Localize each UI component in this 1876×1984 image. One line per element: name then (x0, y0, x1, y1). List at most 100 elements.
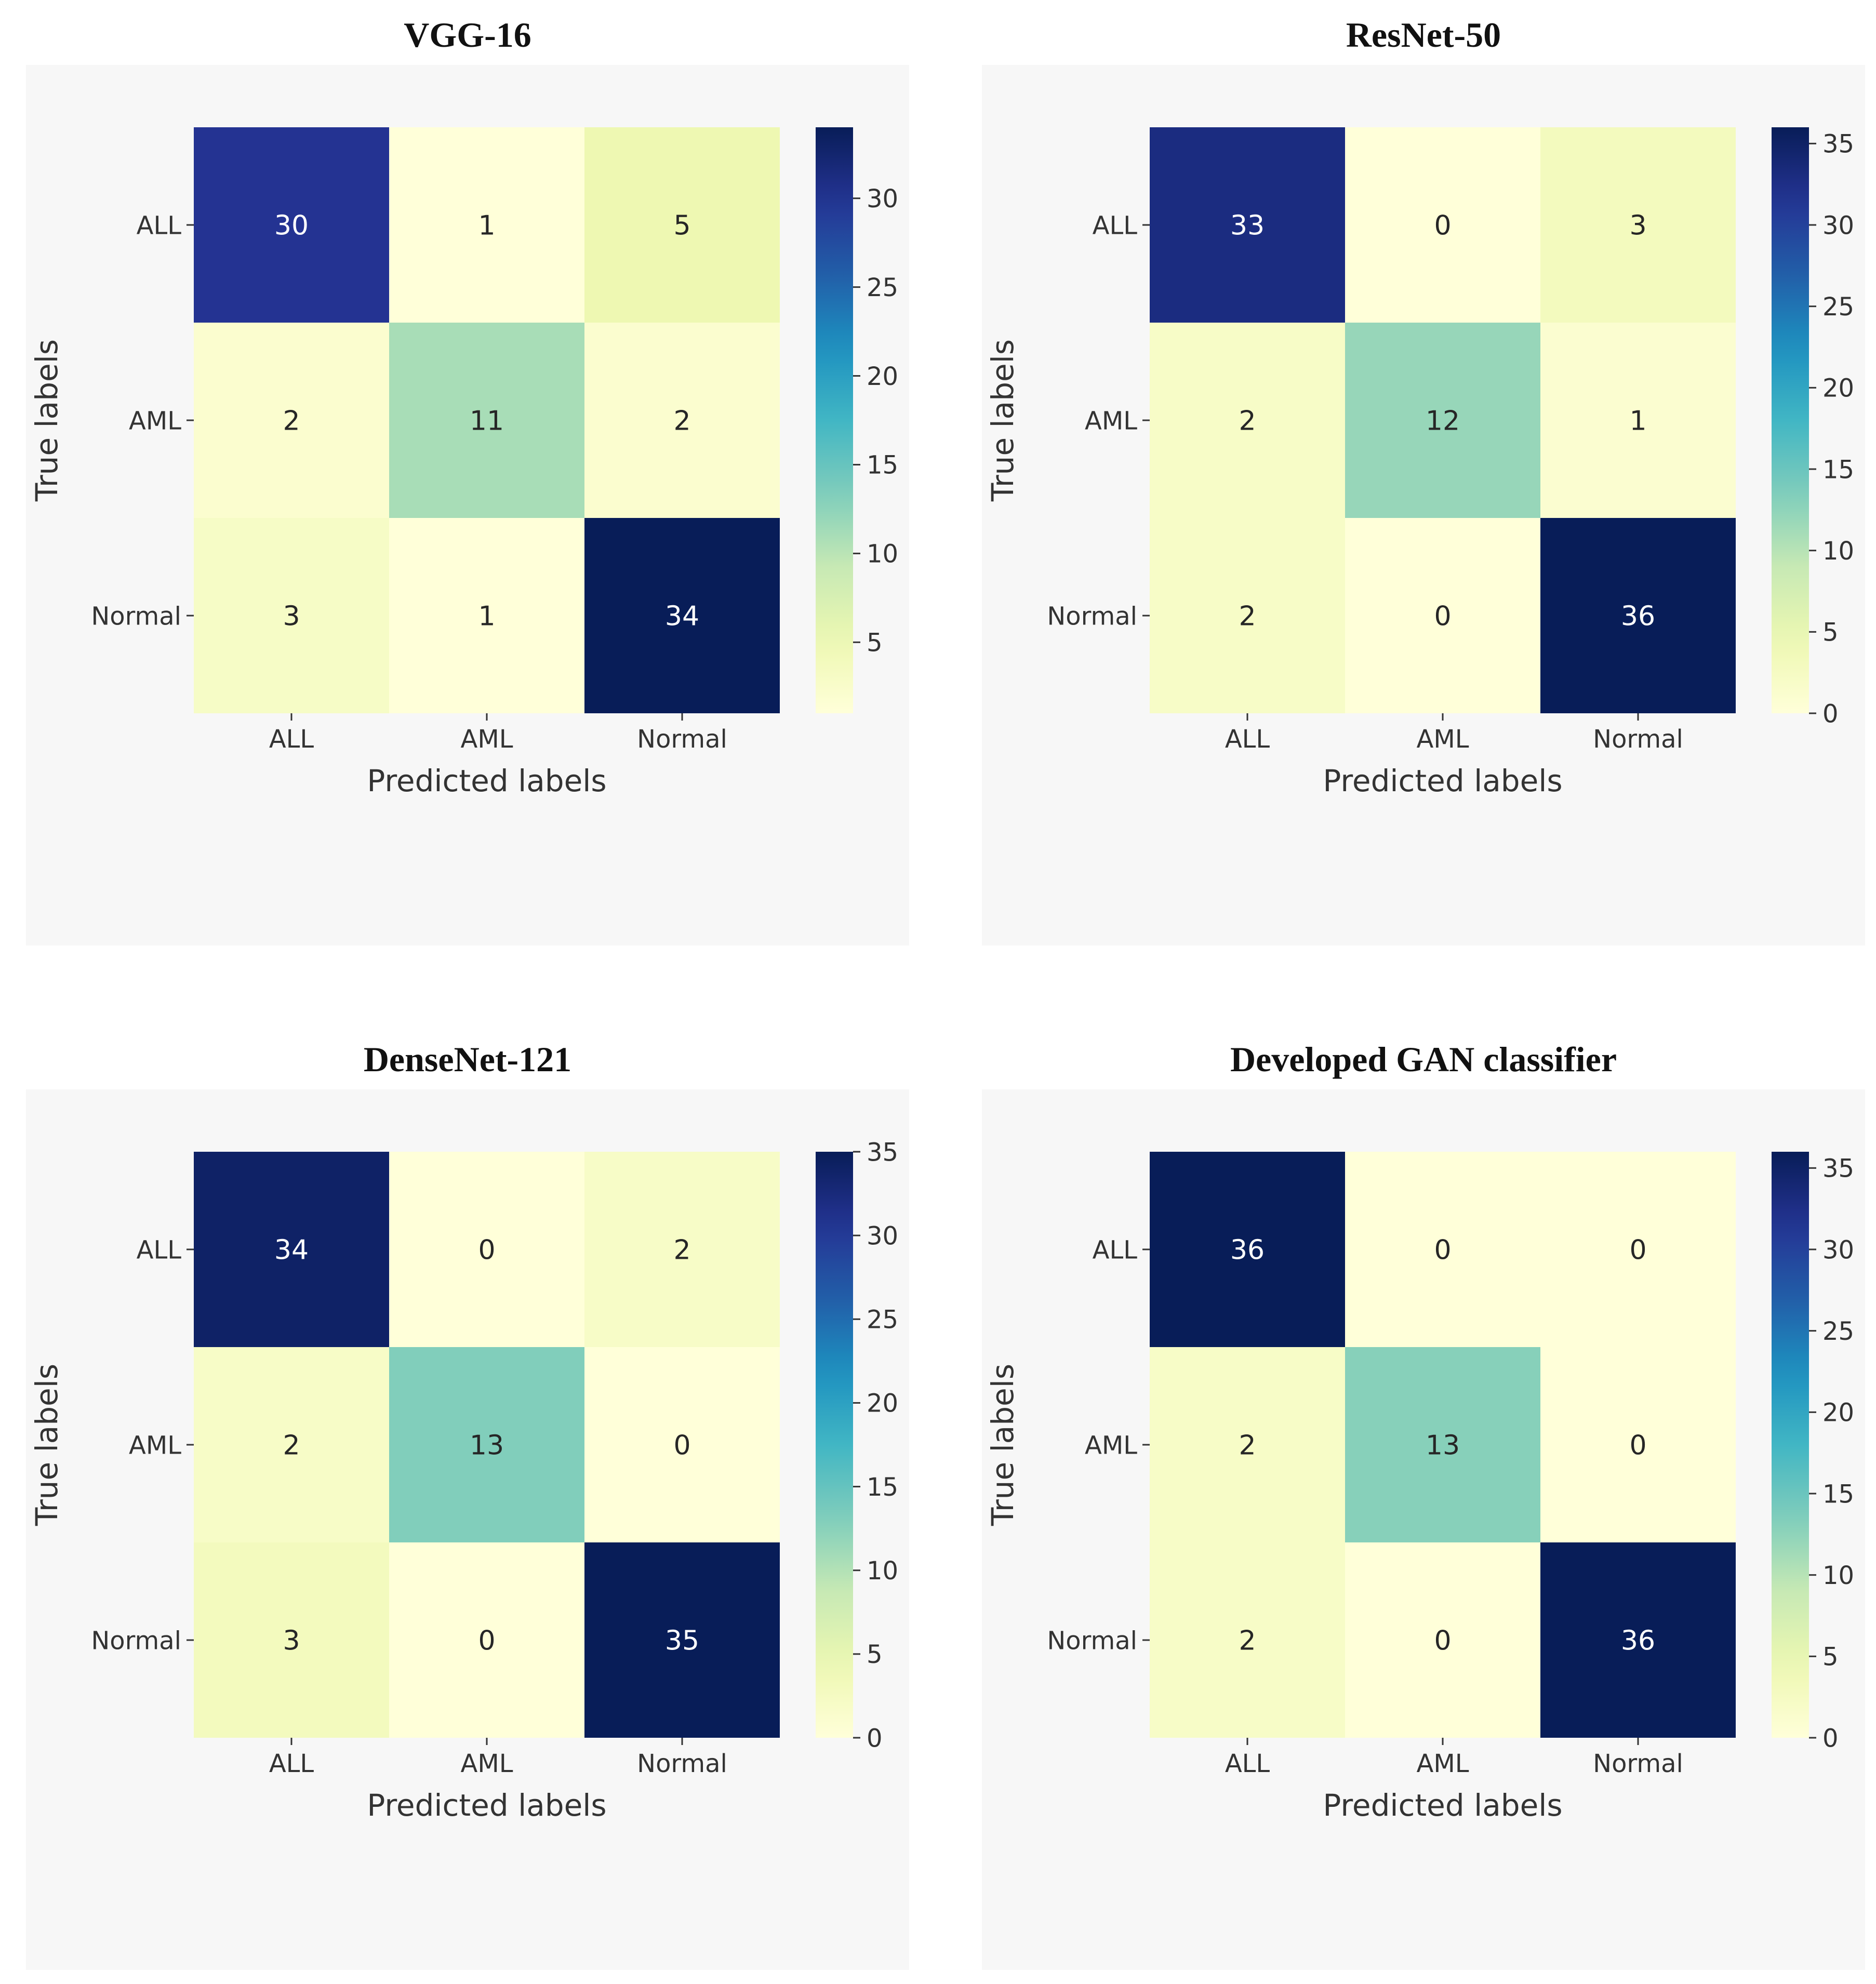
cell-value-all-all: 33 (1230, 210, 1265, 242)
x-tick-label-aml: AML (1417, 725, 1469, 754)
colorbar-tick-label-35: 35 (867, 1138, 898, 1167)
cell-normal-aml (1345, 518, 1540, 713)
y-tick-label-normal: Normal (1047, 1626, 1137, 1655)
colorbar-tick-label-5: 5 (1822, 1643, 1839, 1672)
x-axis-label: Predicted labels (367, 763, 606, 798)
cell-aml-all (1150, 323, 1345, 518)
colorbar-tick-label-30: 30 (1822, 1235, 1854, 1264)
cell-value-aml-all: 2 (283, 1430, 300, 1461)
cell-all-normal (1540, 127, 1736, 323)
cell-normal-all (194, 518, 389, 713)
cell-all-aml (389, 127, 584, 323)
cell-aml-all (194, 1347, 389, 1542)
cell-value-aml-normal: 1 (1629, 406, 1646, 437)
cell-aml-aml (1345, 323, 1540, 518)
cell-normal-all (1150, 518, 1345, 713)
y-tick-label-all: ALL (1093, 211, 1138, 240)
y-tick-label-all: ALL (137, 1235, 182, 1264)
colorbar-tick-label-10: 10 (1822, 537, 1854, 566)
colorbar-tick-label-35: 35 (1822, 130, 1854, 159)
y-axis-label: True labels (29, 339, 64, 502)
x-tick-label-normal: Normal (1593, 725, 1683, 754)
cell-normal-all (194, 1542, 389, 1738)
cell-all-all (1150, 127, 1345, 323)
colorbar-tick-label-0: 0 (1822, 1724, 1839, 1753)
cell-value-aml-aml: 11 (470, 406, 504, 437)
x-tick-label-all: ALL (1225, 725, 1270, 754)
x-axis-label: Predicted labels (1323, 763, 1562, 798)
cell-value-aml-normal: 2 (673, 406, 690, 437)
cell-aml-aml (389, 1347, 584, 1542)
x-tick-label-all: ALL (1225, 1749, 1270, 1778)
cell-value-normal-all: 3 (283, 1626, 300, 1657)
cell-normal-aml (389, 1542, 584, 1738)
cell-normal-aml (1345, 1542, 1540, 1738)
cell-normal-normal (1540, 1542, 1736, 1738)
colorbar-tick-label-10: 10 (867, 540, 898, 569)
colorbar-tick-label-25: 25 (867, 1306, 898, 1335)
colorbar (1772, 1152, 1809, 1738)
cell-normal-normal (584, 1542, 780, 1738)
cell-value-all-all: 34 (274, 1235, 309, 1266)
colorbar-tick-label-20: 20 (867, 1389, 898, 1418)
cell-value-aml-all: 2 (283, 406, 300, 437)
cell-all-normal (1540, 1152, 1736, 1347)
y-tick-label-aml: AML (1085, 406, 1137, 435)
cell-aml-aml (389, 323, 584, 518)
cell-aml-normal (1540, 323, 1736, 518)
cell-value-aml-aml: 12 (1426, 406, 1460, 437)
y-tick-label-normal: Normal (1047, 602, 1137, 631)
cell-value-normal-aml: 1 (478, 601, 495, 632)
colorbar-tick-label-10: 10 (1822, 1561, 1854, 1590)
colorbar-tick-label-5: 5 (1822, 618, 1839, 647)
cell-normal-all (1150, 1542, 1345, 1738)
panel-title-densenet121: DenseNet-121 (363, 1040, 572, 1079)
cell-value-normal-aml: 0 (1434, 1626, 1451, 1657)
cell-all-aml (1345, 127, 1540, 323)
cell-aml-normal (584, 1347, 780, 1542)
colorbar-tick-label-5: 5 (867, 1640, 883, 1669)
colorbar (1772, 127, 1809, 713)
cell-value-all-all: 30 (274, 210, 309, 242)
cell-aml-normal (1540, 1347, 1736, 1542)
x-tick-label-normal: Normal (637, 1749, 727, 1778)
cell-value-all-normal: 5 (673, 210, 690, 242)
cell-value-aml-all: 2 (1239, 406, 1256, 437)
cell-all-aml (389, 1152, 584, 1347)
cell-value-normal-normal: 35 (665, 1626, 699, 1657)
cell-all-all (194, 1152, 389, 1347)
cell-normal-aml (389, 518, 584, 713)
y-axis-label: True labels (985, 339, 1020, 502)
x-axis-label: Predicted labels (367, 1788, 606, 1823)
colorbar-tick-label-15: 15 (1822, 1480, 1854, 1509)
x-axis-label: Predicted labels (1323, 1788, 1562, 1823)
cell-value-normal-all: 2 (1239, 601, 1256, 632)
colorbar-tick-label-30: 30 (867, 1221, 898, 1250)
colorbar-tick-label-20: 20 (1822, 374, 1854, 403)
colorbar-tick-label-30: 30 (867, 184, 898, 214)
cell-value-all-aml: 0 (1434, 1235, 1451, 1266)
cell-aml-aml (1345, 1347, 1540, 1542)
x-tick-label-aml: AML (461, 725, 513, 754)
colorbar-tick-label-25: 25 (1822, 1317, 1854, 1346)
y-tick-label-normal: Normal (91, 602, 181, 631)
colorbar (816, 1152, 853, 1738)
colorbar-tick-label-20: 20 (867, 362, 898, 391)
cell-normal-normal (584, 518, 780, 713)
cell-value-all-normal: 3 (1629, 210, 1646, 242)
x-tick-label-normal: Normal (637, 725, 727, 754)
y-tick-label-aml: AML (129, 406, 181, 435)
colorbar-tick-label-0: 0 (1822, 699, 1839, 728)
colorbar-tick-label-15: 15 (1822, 455, 1854, 484)
cell-value-all-aml: 0 (1434, 210, 1451, 242)
panel-title-vgg16: VGG-16 (404, 15, 531, 55)
cell-value-aml-normal: 0 (1629, 1430, 1646, 1461)
cell-value-all-aml: 1 (478, 210, 495, 242)
y-tick-label-aml: AML (129, 1431, 181, 1460)
y-tick-label-normal: Normal (91, 1626, 181, 1655)
y-tick-label-aml: AML (1085, 1431, 1137, 1460)
cell-value-aml-aml: 13 (1426, 1430, 1460, 1461)
cell-all-aml (1345, 1152, 1540, 1347)
